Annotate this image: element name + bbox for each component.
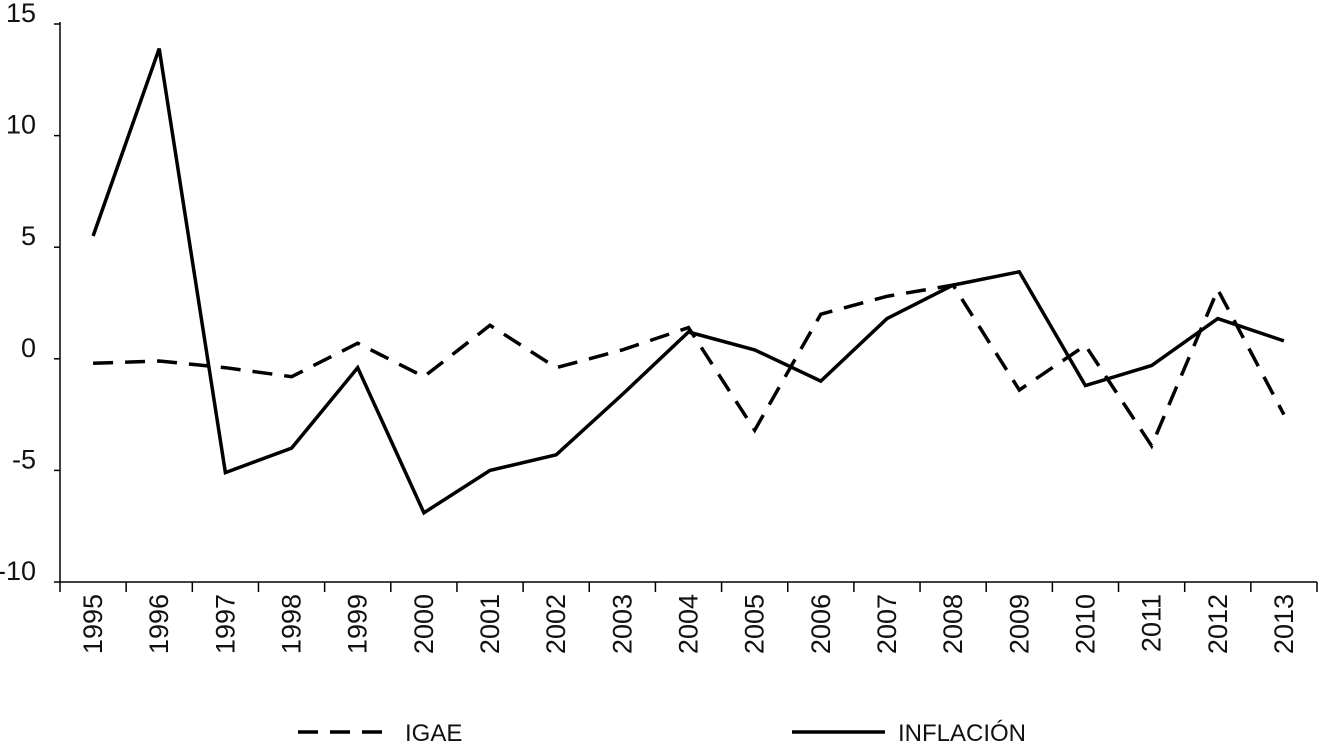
- x-tick-label: 1996: [144, 594, 174, 654]
- legend-label-igae: IGAE: [405, 720, 462, 744]
- legend-label-inflacion: INFLACIÓN: [898, 720, 1026, 744]
- x-tick-label: 2012: [1203, 594, 1233, 654]
- x-tick-label: 1995: [78, 594, 108, 654]
- y-tick-label: -10: [0, 556, 36, 586]
- x-tick-label: 2011: [1137, 594, 1167, 652]
- x-tick-label: 2001: [475, 594, 505, 654]
- x-tick-label: 2013: [1269, 594, 1299, 654]
- series-line-igae: [93, 283, 1286, 450]
- x-tick-label: 2002: [541, 594, 571, 654]
- x-tick-label: 2010: [1070, 594, 1100, 654]
- x-tick-label: 2003: [607, 594, 637, 654]
- x-tick-label: 2004: [674, 594, 704, 654]
- y-tick-label: 15: [6, 0, 36, 28]
- y-tick-label: 5: [21, 221, 36, 251]
- series-line-inflacion: [91, 48, 1285, 516]
- legend: IGAE INFLACIÓN: [298, 720, 1026, 744]
- x-tick-label: 1999: [343, 594, 373, 654]
- y-axis-ticks: 15 10 5 0 -5 -10: [0, 0, 60, 586]
- y-tick-label: 0: [21, 333, 36, 363]
- axes: [59, 22, 1317, 583]
- y-tick-label: -5: [12, 444, 36, 474]
- y-tick-label: 10: [6, 110, 36, 140]
- x-tick-label: 2000: [409, 594, 439, 654]
- x-tick-label: 1997: [210, 594, 240, 654]
- x-tick-label: 2007: [872, 594, 902, 654]
- series-lines: [91, 48, 1286, 516]
- x-tick-label: 2005: [740, 594, 770, 654]
- x-tick-label: 2008: [938, 594, 968, 654]
- x-tick-label: 1998: [277, 594, 307, 654]
- x-tick-label: 2009: [1004, 594, 1034, 654]
- x-tick-label: 2006: [806, 594, 836, 654]
- x-axis-ticks: 1995 1996 1997 1998 1999 2000 2001 2002 2003 2004…: [59, 582, 1318, 654]
